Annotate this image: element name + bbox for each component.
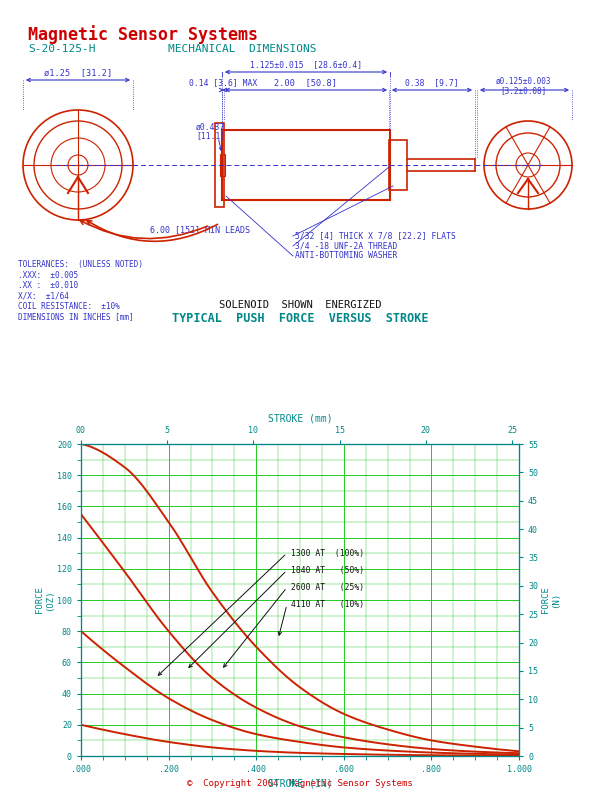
Text: [11.1]: [11.1] xyxy=(196,131,225,140)
Text: 4110 AT   (10%): 4110 AT (10%) xyxy=(291,600,364,609)
Text: 0.38  [9.7]: 0.38 [9.7] xyxy=(405,78,459,87)
Bar xyxy=(389,140,407,190)
Text: 5/32 [4] THICK X 7/8 [22.2] FLATS: 5/32 [4] THICK X 7/8 [22.2] FLATS xyxy=(295,231,456,241)
Text: 1.125±0.015  [28.6±0.4]: 1.125±0.015 [28.6±0.4] xyxy=(250,60,362,69)
Text: 1300 AT  (100%): 1300 AT (100%) xyxy=(291,549,364,558)
Text: TYPICAL  PUSH  FORCE  VERSUS  STROKE: TYPICAL PUSH FORCE VERSUS STROKE xyxy=(172,312,428,325)
Text: COIL RESISTANCE:  ±10%: COIL RESISTANCE: ±10% xyxy=(18,302,120,311)
X-axis label: STROKE (mm): STROKE (mm) xyxy=(268,414,332,424)
Y-axis label: FORCE
(N): FORCE (N) xyxy=(541,586,560,614)
Bar xyxy=(222,130,390,200)
Text: SOLENOID  SHOWN  ENERGIZED: SOLENOID SHOWN ENERGIZED xyxy=(219,300,381,310)
Text: ø0.437: ø0.437 xyxy=(196,123,225,132)
Text: [3.2±0.08]: [3.2±0.08] xyxy=(500,86,547,95)
Bar xyxy=(220,154,225,176)
Text: ø0.125±0.003: ø0.125±0.003 xyxy=(496,77,551,86)
Bar xyxy=(215,123,224,207)
Text: ø1.25  [31.2]: ø1.25 [31.2] xyxy=(44,68,112,77)
Text: 1840 AT   (50%): 1840 AT (50%) xyxy=(291,566,364,575)
Text: MECHANICAL  DIMENSIONS: MECHANICAL DIMENSIONS xyxy=(168,44,317,54)
Text: X/X:  ±1/64: X/X: ±1/64 xyxy=(18,291,69,301)
Text: 2600 AT   (25%): 2600 AT (25%) xyxy=(291,583,364,592)
Y-axis label: FORCE
(OZ): FORCE (OZ) xyxy=(35,586,54,614)
X-axis label: STROKE (IN): STROKE (IN) xyxy=(268,778,332,788)
Text: .XXX:  ±0.005: .XXX: ±0.005 xyxy=(18,270,78,279)
Text: ©  Copyright 2004  Magnetic Sensor Systems: © Copyright 2004 Magnetic Sensor Systems xyxy=(187,779,413,788)
Text: S-20-125-H: S-20-125-H xyxy=(28,44,95,54)
Text: Magnetic Sensor Systems: Magnetic Sensor Systems xyxy=(28,25,258,44)
Text: 0.14 [3.6] MAX: 0.14 [3.6] MAX xyxy=(189,78,257,87)
Text: 2.00  [50.8]: 2.00 [50.8] xyxy=(275,78,337,87)
Text: DIMENSIONS IN INCHES [mm]: DIMENSIONS IN INCHES [mm] xyxy=(18,313,134,322)
Text: TOLERANCES:  (UNLESS NOTED): TOLERANCES: (UNLESS NOTED) xyxy=(18,260,143,269)
Text: 6.00 [152] MIN LEADS: 6.00 [152] MIN LEADS xyxy=(150,226,250,234)
Text: ANTI-BOTTOMING WASHER: ANTI-BOTTOMING WASHER xyxy=(295,251,397,261)
Text: 3/4 -18 UNF-2A THREAD: 3/4 -18 UNF-2A THREAD xyxy=(295,242,397,250)
Text: .XX :  ±0.010: .XX : ±0.010 xyxy=(18,281,78,290)
